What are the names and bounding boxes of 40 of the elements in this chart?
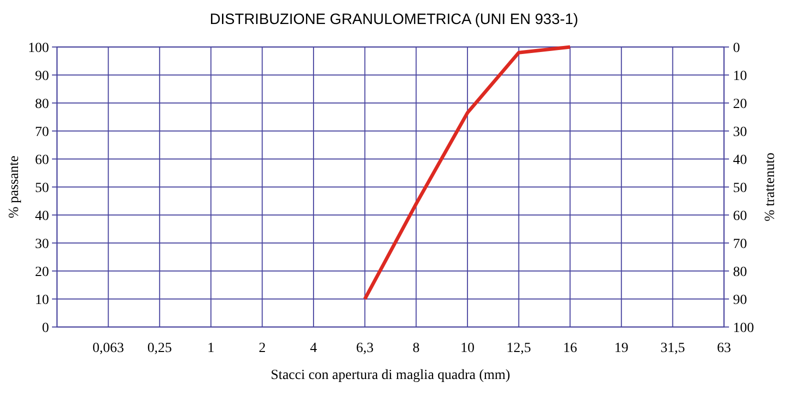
x-tick-label: 4 [310, 341, 318, 356]
y2-tick-label: 60 [733, 208, 747, 224]
chart-title: DISTRIBUZIONE GRANULOMETRICA (UNI EN 933-1) [210, 11, 578, 28]
x-tick-label: 6,3 [356, 341, 374, 356]
y-tick-label: 70 [35, 124, 49, 140]
y-axis-title: % passante [7, 156, 22, 218]
x-tick-label: 0,063 [92, 341, 124, 356]
x-tick-label: 16 [563, 341, 578, 356]
x-tick-label: 8 [412, 341, 420, 356]
y-tick-label: 0 [42, 320, 49, 336]
y2-tick-label: 0 [733, 40, 740, 56]
y2-tick-label: 40 [733, 152, 747, 168]
y-tick-label: 20 [35, 264, 49, 280]
x-tick-label: 12,5 [506, 341, 532, 356]
y2-tick-label: 90 [733, 292, 747, 308]
x-tick-label: 2 [258, 341, 266, 356]
y2-axis-title: % trattenuto [763, 152, 778, 222]
y2-tick-label: 80 [733, 264, 747, 280]
y-tick-label: 30 [35, 236, 49, 252]
y-tick-label: 90 [35, 68, 49, 84]
x-tick-label: 63 [717, 341, 731, 356]
y2-tick-label: 100 [733, 320, 754, 336]
x-tick-label: 0,25 [147, 341, 172, 356]
y2-tick-label: 70 [733, 236, 747, 252]
x-tick-label: 10 [460, 341, 474, 356]
y-tick-label: 60 [35, 152, 49, 168]
x-axis-title: Stacci con apertura di maglia quadra (mm) [270, 368, 511, 383]
line-series [363, 45, 572, 301]
x-tick-label: 31,5 [660, 341, 685, 356]
y2-tick-label: 30 [733, 124, 747, 140]
x-tick-label: 1 [207, 341, 214, 356]
y-tick-label: 100 [28, 40, 49, 56]
y2-tick-label: 50 [733, 180, 747, 196]
y-tick-label: 40 [35, 208, 49, 224]
y2-tick-label: 10 [733, 68, 747, 84]
y2-tick-label: 20 [733, 96, 747, 112]
y-tick-label: 10 [35, 292, 49, 308]
y-tick-label: 50 [35, 180, 49, 196]
y-tick-label: 80 [35, 96, 49, 112]
x-tick-label: 19 [614, 341, 628, 356]
